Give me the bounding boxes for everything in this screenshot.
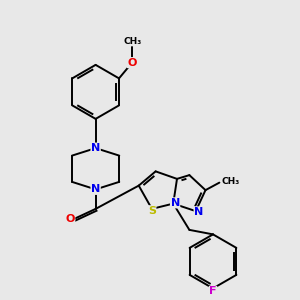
Text: S: S [148,206,156,216]
Text: CH₃: CH₃ [221,177,239,186]
Text: N: N [170,198,180,208]
Text: N: N [91,143,100,153]
Text: F: F [209,286,217,296]
Text: CH₃: CH₃ [123,37,141,46]
Text: N: N [194,207,203,217]
Text: O: O [128,58,137,68]
Text: N: N [91,184,100,194]
Text: O: O [65,214,75,224]
